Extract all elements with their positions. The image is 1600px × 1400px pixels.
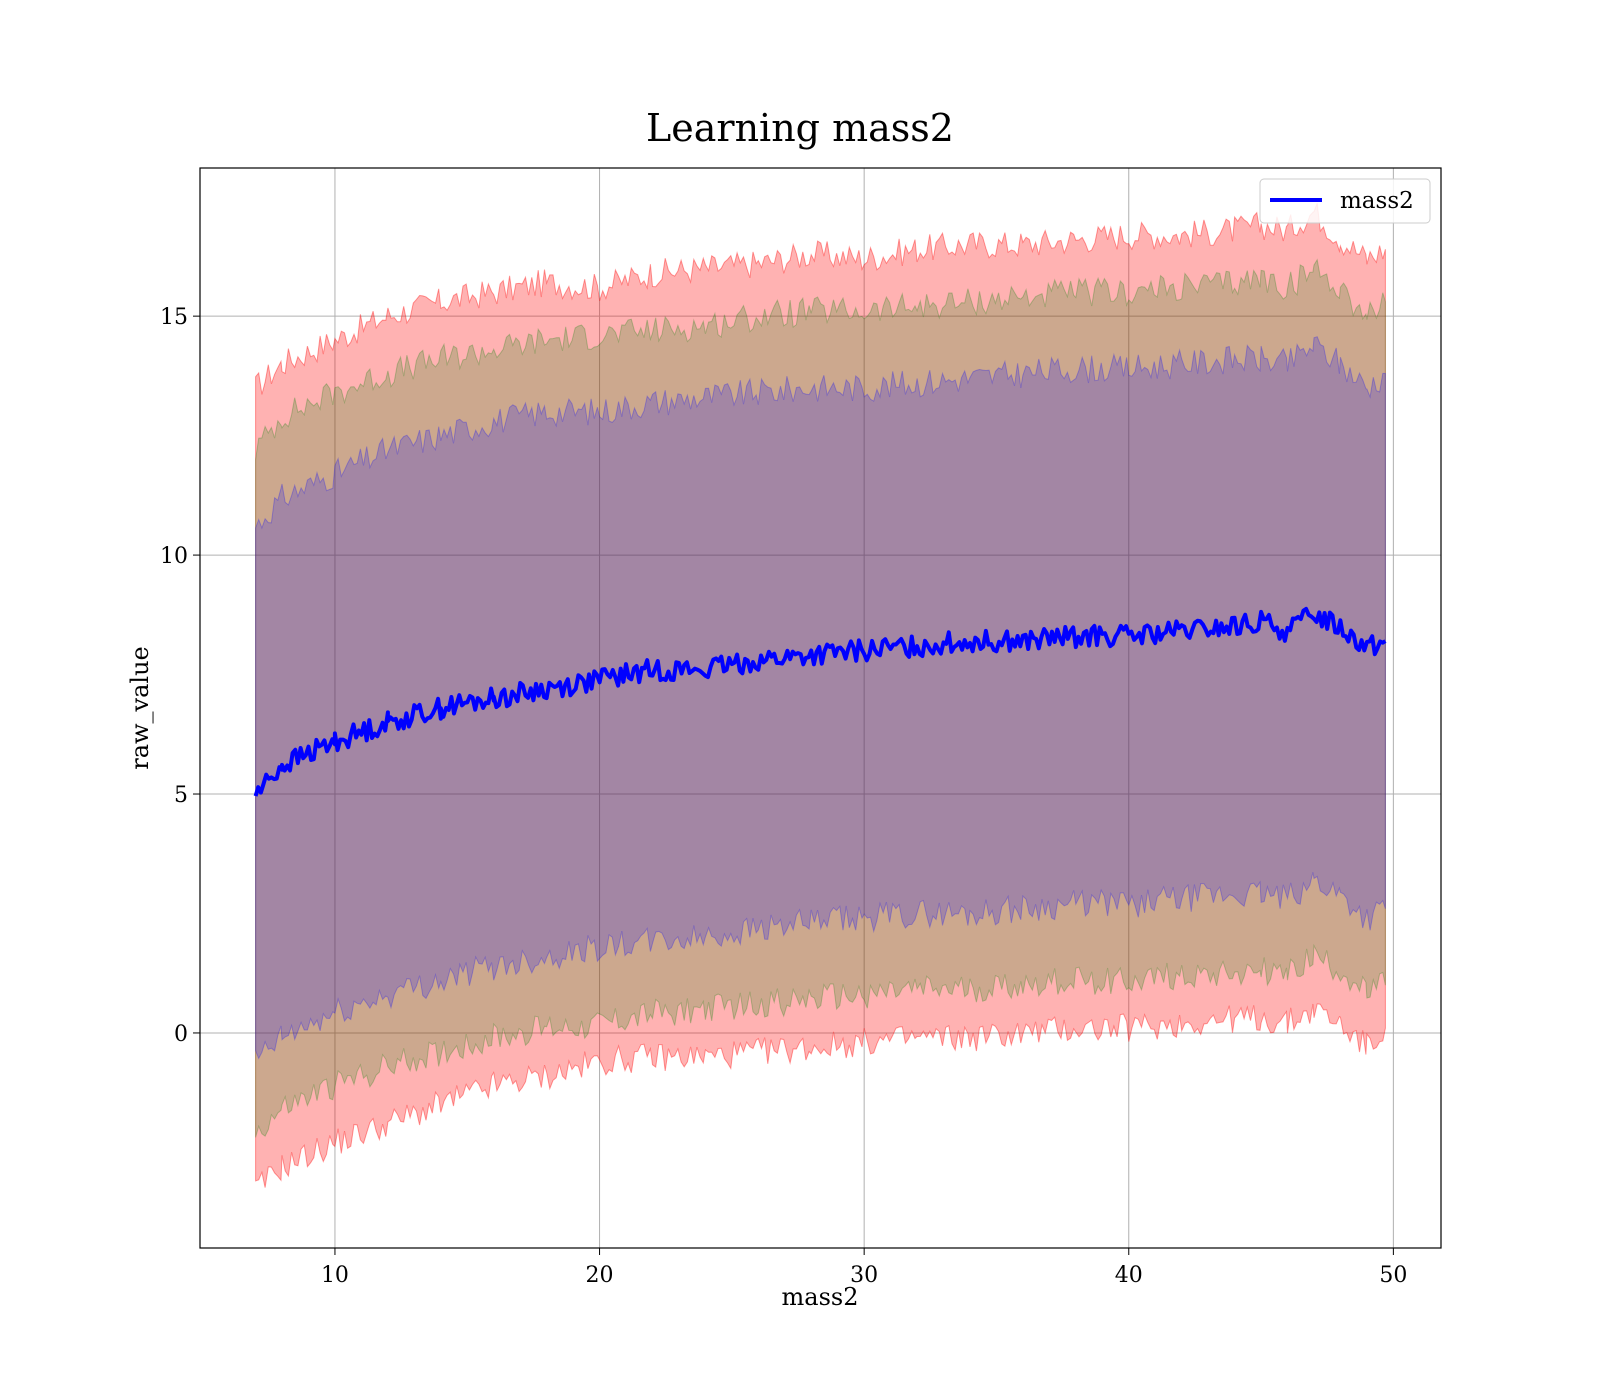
legend-label: mass2 [1340, 188, 1414, 214]
x-ticks: 10 20 30 40 50 [321, 1248, 1407, 1288]
x-tick-label: 50 [1379, 1263, 1407, 1288]
y-axis-label: raw_value [126, 646, 154, 770]
x-tick-label: 30 [850, 1263, 878, 1288]
confidence-bands [255, 203, 1386, 1188]
legend: mass2 [1259, 178, 1431, 224]
band-2 [255, 336, 1386, 1060]
y-tick-label: 15 [160, 305, 188, 330]
series-lines [253, 606, 1387, 797]
y-tick-label: 0 [174, 1022, 188, 1047]
x-axis-label: mass2 [782, 1283, 859, 1311]
gridlines [200, 168, 1441, 1248]
x-tick-label: 10 [321, 1263, 349, 1288]
x-tick-label: 20 [586, 1263, 614, 1288]
y-tick-label: 10 [160, 544, 188, 569]
band-0 [255, 203, 1386, 1188]
band-1 [255, 258, 1386, 1138]
legend-box [1259, 178, 1431, 224]
y-ticks: 0 5 10 15 [160, 305, 200, 1047]
x-tick-label: 40 [1115, 1263, 1143, 1288]
plot-frame [199, 167, 1442, 1249]
series-line-mass2 [253, 606, 1387, 797]
y-tick-label: 5 [174, 783, 188, 808]
chart-title: Learning mass2 [646, 106, 954, 150]
